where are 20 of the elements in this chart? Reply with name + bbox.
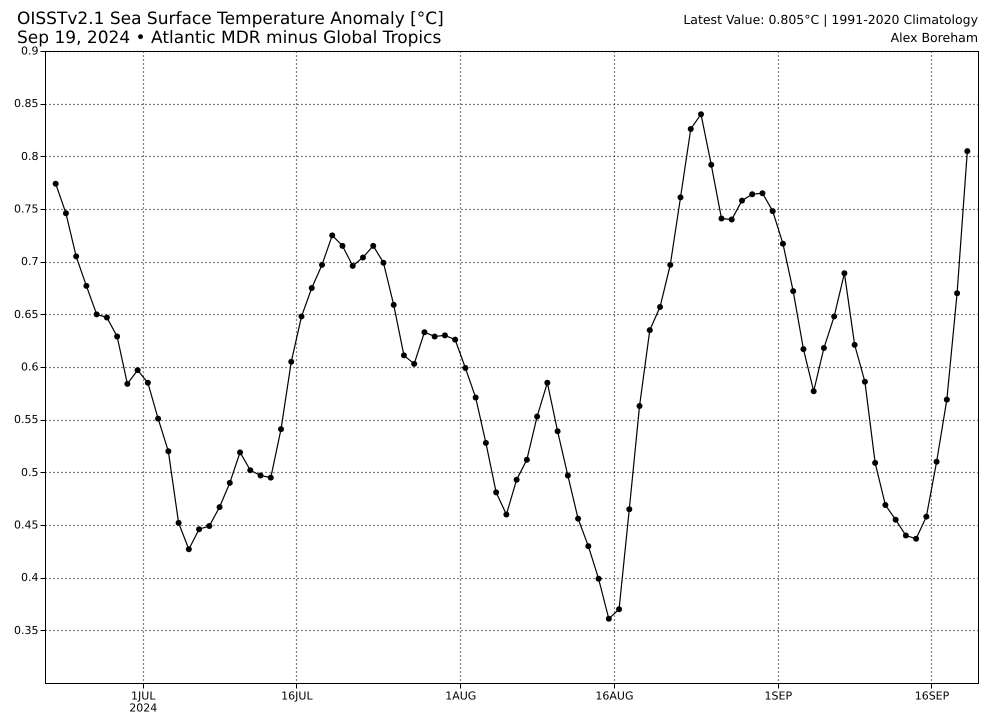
- y-tick-label: 0.6: [21, 360, 38, 374]
- y-tick-label: 0.85: [14, 97, 38, 110]
- x-tick-label: 16AUG: [595, 690, 634, 702]
- y-tick-label: 0.5: [21, 466, 38, 479]
- x-tick-label: 1JUL 2024: [129, 690, 158, 714]
- y-tick-label: 0.45: [14, 518, 38, 532]
- x-tick-label: 1AUG: [445, 690, 476, 702]
- text: Alex Boreham: [890, 30, 978, 45]
- chart-title: OISSTv2.1 Sea Surface Temperature Anomaly [°C]: [17, 9, 444, 29]
- text: Latest Value: 0.805°C | 1991-2020 Climatology: [683, 12, 979, 27]
- y-tick-label: 0.75: [14, 202, 38, 216]
- y-tick-label: 0.35: [14, 624, 38, 637]
- x-tick-label: 16JUL: [281, 690, 314, 702]
- y-tick-label: 0.7: [21, 255, 38, 268]
- x-tick-label: 16SEP: [914, 690, 950, 702]
- y-tick-label: 0.4: [21, 571, 38, 584]
- y-tick-label: 0.55: [14, 413, 38, 426]
- x-tick-label: 1SEP: [764, 690, 792, 702]
- y-tick-label: 0.65: [14, 308, 38, 321]
- y-tick-label: 0.8: [21, 150, 38, 163]
